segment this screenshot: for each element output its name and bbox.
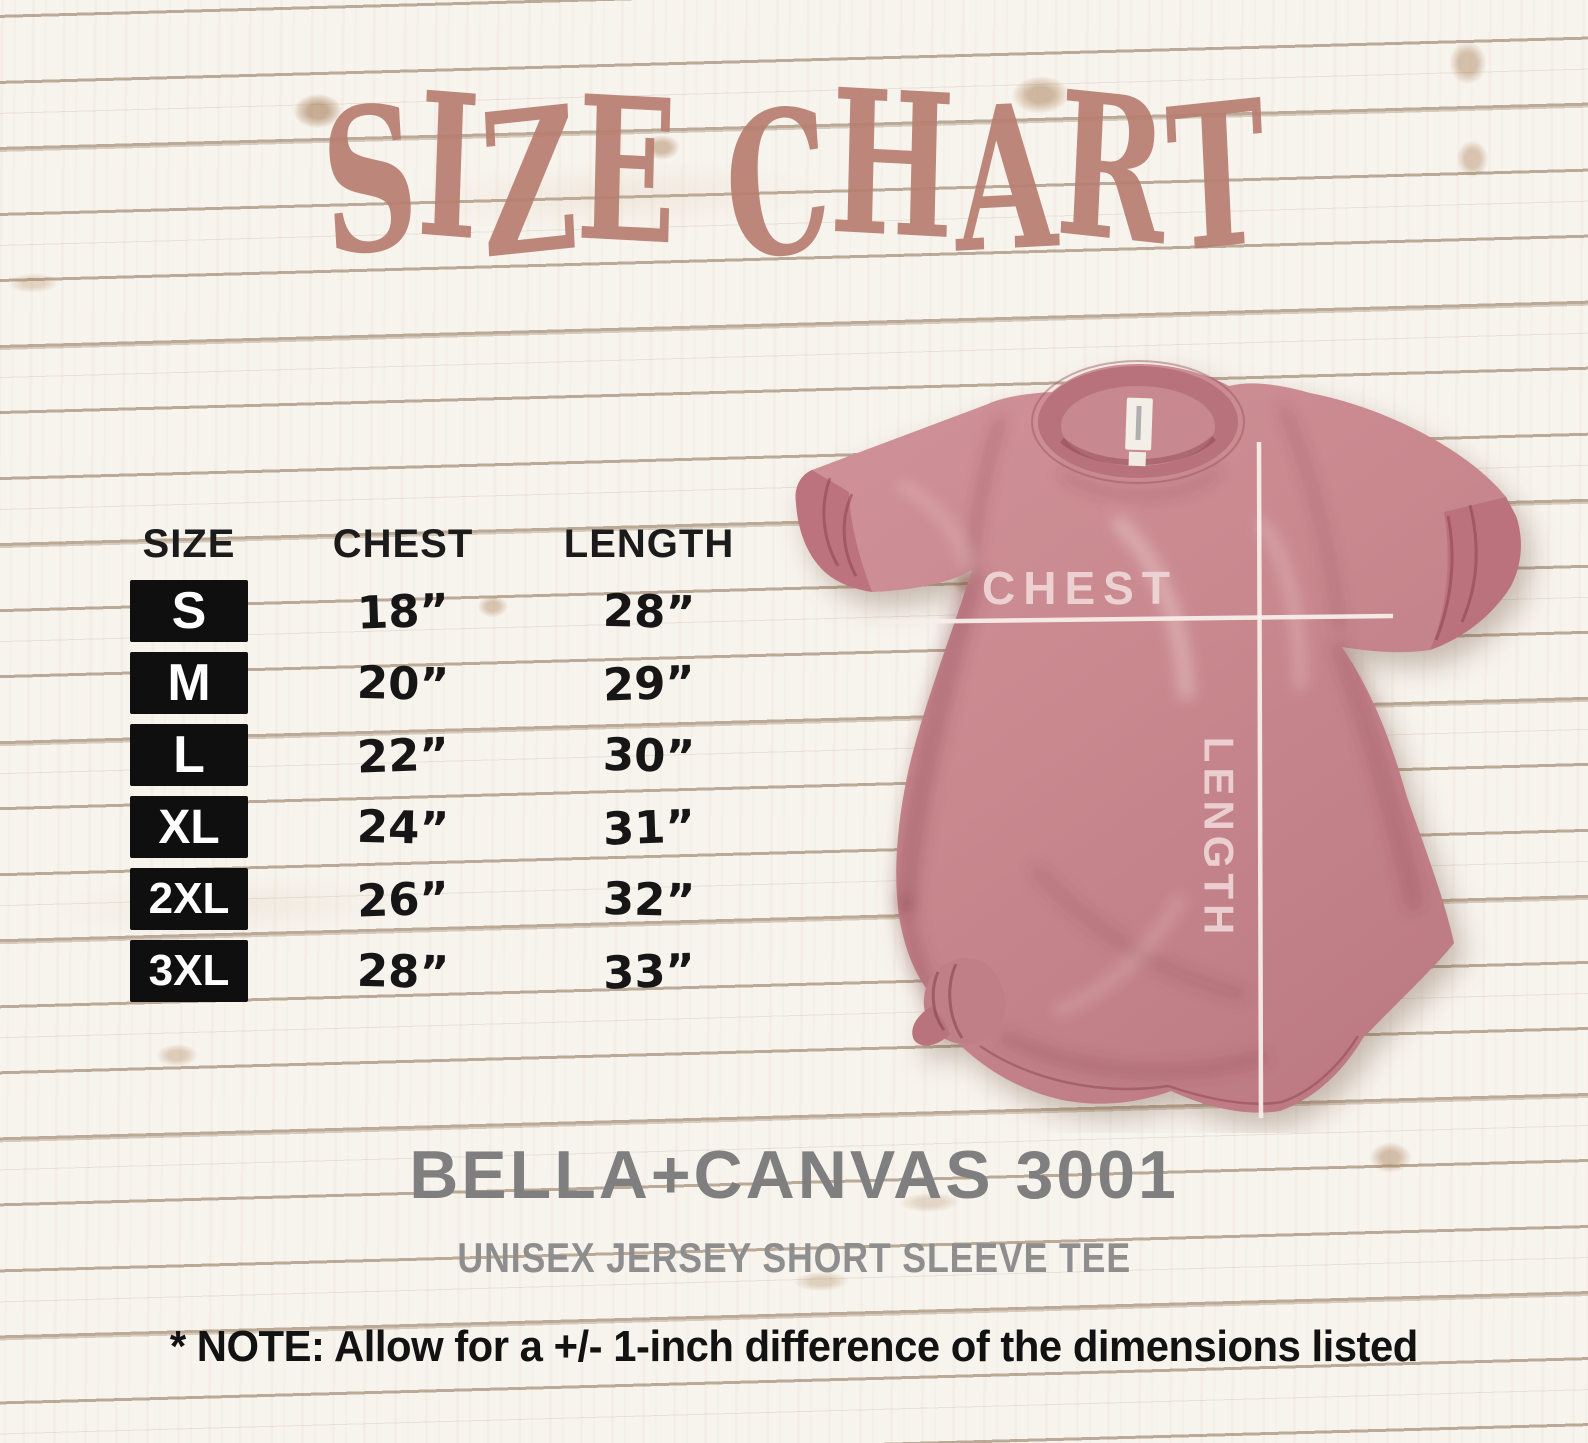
chest-value: 22”	[355, 726, 450, 784]
size-badge: M	[130, 652, 248, 714]
sleeve-cuff-left	[795, 470, 872, 592]
length-measure-line	[1256, 441, 1264, 1119]
product-name: BELLA+CANVAS 3001	[409, 1137, 1179, 1213]
column-header-chest: CHEST	[332, 521, 474, 566]
measurement-overlay: CHEST LENGTH	[877, 441, 1394, 1119]
length-value: 32”	[602, 871, 696, 927]
length-value: 31”	[601, 798, 696, 856]
tshirt-body-group	[795, 360, 1521, 1113]
size-badge: L	[130, 724, 248, 786]
product-subtitle: UNISEX JERSEY SHORT SLEEVE TEE	[457, 1234, 1131, 1281]
column-header-length: LENGTH	[563, 521, 735, 566]
length-value: 28”	[602, 583, 696, 639]
note-wrap: * NOTE: Allow for a +/- 1-inch differenc…	[0, 1322, 1588, 1372]
chest-value: 18”	[355, 582, 450, 640]
length-value: 30”	[602, 727, 696, 783]
hem-knot	[912, 957, 1006, 1046]
chest-value: 24”	[356, 799, 450, 855]
size-badge: 3XL	[130, 940, 248, 1002]
collar-stitch	[1031, 360, 1245, 484]
size-badge: XL	[130, 796, 248, 858]
chest-value: 26”	[355, 870, 450, 928]
size-badge: 2XL	[130, 868, 248, 930]
sleeve-cuff-right	[1430, 497, 1521, 650]
tshirt-mockup: CHEST LENGTH	[795, 360, 1521, 1119]
column-header-size: SIZE	[142, 521, 236, 566]
size-badge: S	[130, 580, 248, 642]
chest-measure-line	[877, 613, 1394, 625]
hem-stitch	[979, 1035, 1360, 1106]
cuff-roll-lines	[822, 477, 1478, 641]
length-value: 29”	[601, 654, 696, 712]
shirt-shading	[894, 405, 1424, 1079]
length-value: 33”	[601, 942, 696, 1000]
chest-value: 20”	[356, 655, 450, 711]
shirt-chest-label: CHEST	[982, 562, 1178, 614]
note-text: * NOTE: Allow for a +/- 1-inch differenc…	[169, 1322, 1418, 1371]
page-title: SIZE CHART	[315, 44, 1272, 309]
chest-value: 28”	[356, 943, 450, 999]
title-area: SIZE CHART	[0, 44, 1588, 309]
neck-tag	[1125, 397, 1153, 467]
shirt-length-label: LENGTH	[1196, 737, 1243, 940]
size-chart-table: SIZE CHEST LENGTH S 18” 28” M 20” 29” L …	[130, 518, 740, 1002]
product-subtitle-wrap: UNISEX JERSEY SHORT SLEEVE TEE	[0, 1234, 1588, 1282]
